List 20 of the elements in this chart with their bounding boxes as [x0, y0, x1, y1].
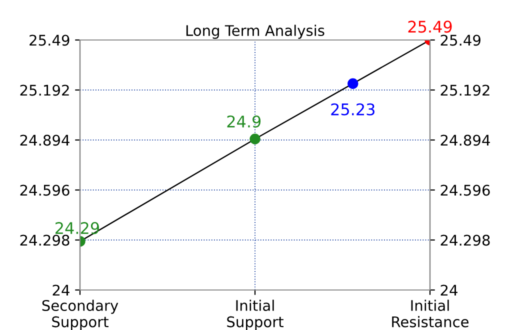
y-tick-label: 25.49 — [30, 34, 70, 46]
x-tick-label: Initial Resistance — [392, 300, 469, 328]
y-tick-label: 25.192 — [20, 84, 69, 96]
x-tick-label: Secondary Support — [42, 300, 118, 330]
chart-title: Long Term Analysis — [186, 24, 324, 39]
data-label: 24.9 — [227, 115, 261, 128]
y2-tick-label: 24 — [440, 284, 458, 296]
y2-tick-label: 25.192 — [440, 84, 490, 96]
data-label: 25.49 — [408, 20, 452, 33]
y2-tick-label: 24.596 — [440, 184, 490, 196]
y2-tick-label: 25.49 — [440, 34, 480, 46]
y-tick-label: 24.298 — [20, 234, 70, 246]
y-tick-label: 24.894 — [20, 134, 70, 146]
y2-tick-label: 24.894 — [440, 134, 490, 146]
y-tick-label: 24 — [52, 284, 70, 296]
y-tick-label: 24.596 — [20, 184, 70, 196]
data-label: 24.29 — [56, 222, 99, 234]
data-label: 25.23 — [331, 103, 374, 116]
y2-tick-label: 24.298 — [440, 234, 490, 246]
x-tick-label: Initial Support — [227, 300, 284, 330]
